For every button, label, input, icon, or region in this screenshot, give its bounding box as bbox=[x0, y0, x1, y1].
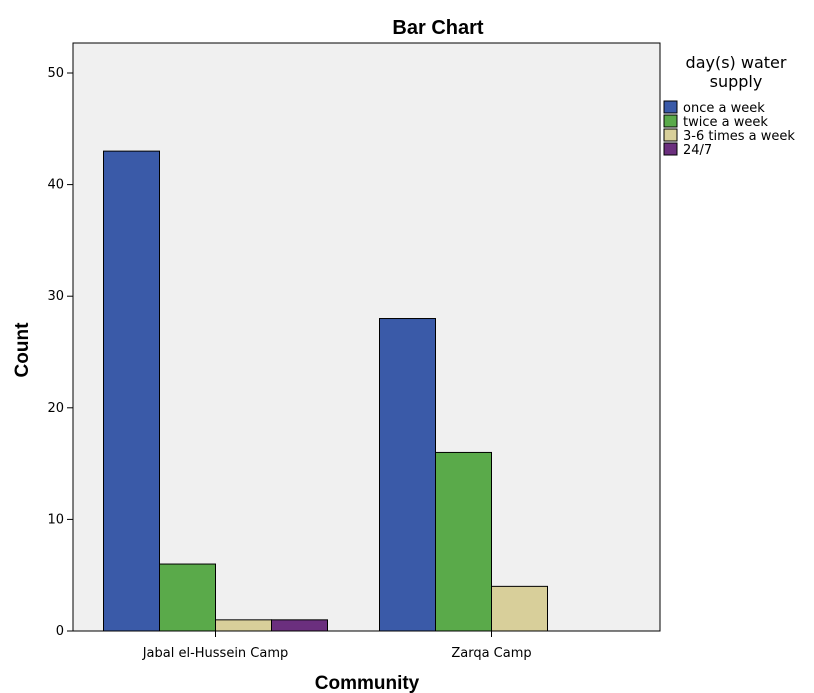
legend-swatch bbox=[663, 128, 678, 142]
x-tick-label: Jabal el-Hussein Camp bbox=[142, 646, 289, 661]
y-axis-title: Count bbox=[12, 322, 33, 378]
legend-label: 3-6 times a week bbox=[683, 129, 795, 144]
y-axis: 0 10 20 30 40 50 bbox=[47, 66, 73, 639]
x-axis: Jabal el-Hussein Camp Zarqa Camp bbox=[142, 631, 532, 661]
bar bbox=[491, 585, 548, 632]
y-tick-label: 50 bbox=[47, 66, 64, 81]
y-tick-label: 20 bbox=[47, 401, 64, 416]
legend-swatch bbox=[663, 142, 678, 156]
bar bbox=[215, 619, 272, 632]
bar bbox=[159, 563, 216, 632]
y-tick-label: 0 bbox=[56, 624, 64, 639]
x-tick-label: Zarqa Camp bbox=[451, 646, 531, 661]
legend-label: once a week bbox=[683, 101, 765, 116]
legend-label: 24/7 bbox=[683, 143, 712, 158]
plot-area bbox=[72, 42, 661, 632]
y-tick-label: 30 bbox=[47, 289, 64, 304]
legend-swatch bbox=[663, 114, 678, 128]
legend-label: twice a week bbox=[683, 115, 768, 130]
bars-group bbox=[103, 150, 548, 632]
bar bbox=[379, 318, 436, 632]
y-tick-label: 40 bbox=[47, 178, 64, 193]
legend-title-line-2: supply bbox=[710, 72, 763, 91]
x-axis-title: Community bbox=[315, 673, 420, 693]
legend-swatch bbox=[663, 100, 678, 114]
legend-title-line-1: day(s) water bbox=[686, 53, 787, 72]
bar bbox=[435, 451, 492, 632]
y-tick-label: 10 bbox=[47, 512, 64, 527]
chart-title: Bar Chart bbox=[392, 17, 483, 39]
bar bbox=[271, 619, 328, 632]
bar bbox=[103, 150, 160, 632]
